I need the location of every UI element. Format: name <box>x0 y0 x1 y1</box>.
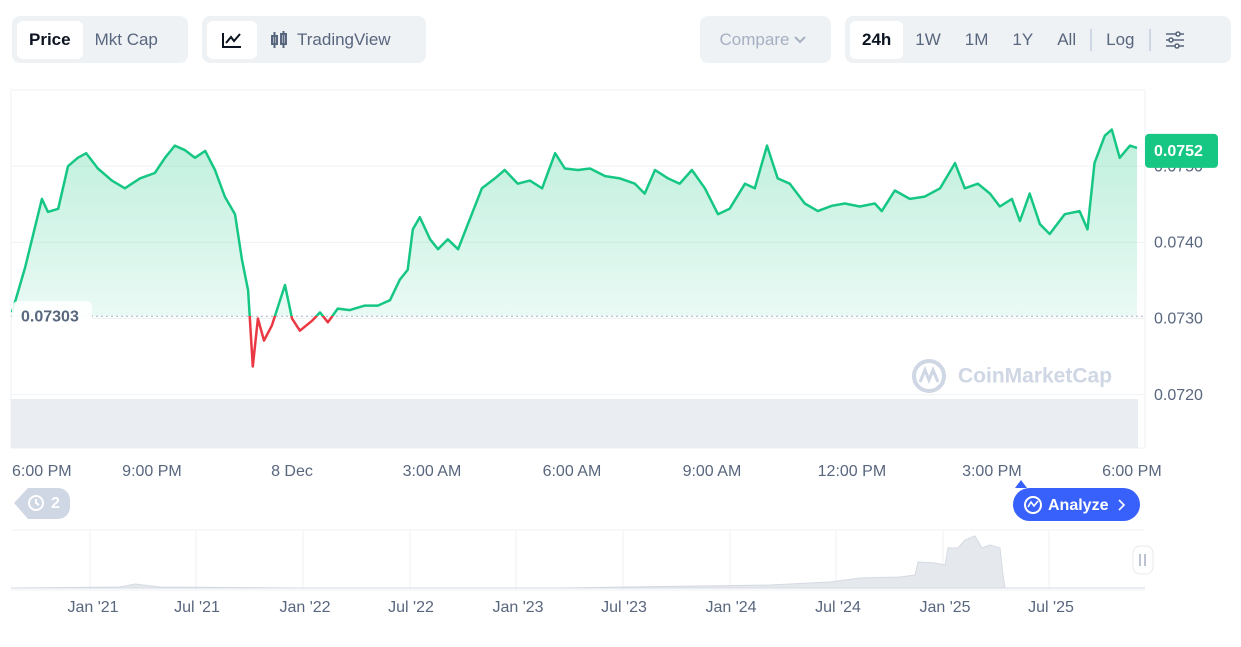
price-line <box>10 128 1138 368</box>
tab[interactable]: Price <box>17 20 83 59</box>
navigator-label: Jul '21 <box>174 599 220 616</box>
settings-icon <box>1165 30 1184 49</box>
y-tick-label: 0.0730 <box>1154 311 1203 328</box>
navigator-label: Jul '23 <box>601 599 647 616</box>
separator <box>1148 28 1151 51</box>
history-count: 2 <box>51 495 60 512</box>
navigator-label: Jul '25 <box>1028 599 1074 616</box>
x-tick-label: 3:00 PM <box>962 463 1022 480</box>
line-icon <box>222 32 241 48</box>
range[interactable]: 1M <box>964 29 989 49</box>
x-tick-label: 6:00 AM <box>543 463 602 480</box>
x-tick-label: 6:00 PM <box>1102 463 1162 480</box>
compare[interactable]: Compare <box>700 16 831 63</box>
y-tick-label: 0.0720 <box>1154 387 1203 404</box>
navigator-label: Jan '21 <box>67 599 118 616</box>
navigator-label: Jul '24 <box>815 599 861 616</box>
tab[interactable]: Mkt Cap <box>94 29 158 49</box>
x-tick-label: 8 Dec <box>271 463 313 480</box>
area <box>12 129 1137 317</box>
settings[interactable] <box>1153 21 1197 59</box>
x-tick-label: 9:00 AM <box>683 463 742 480</box>
separator <box>1090 28 1093 51</box>
range[interactable]: All <box>1057 29 1077 49</box>
reference-label: 0.07303 <box>21 308 79 325</box>
analyze-label: Analyze <box>1048 497 1109 514</box>
price-tag-label: 0.0752 <box>1154 143 1203 160</box>
navigator-label: Jan '22 <box>279 599 330 616</box>
line-mode[interactable] <box>207 20 257 59</box>
range-tabs: 24h 1W 1M 1Y All Log <box>845 16 1231 63</box>
log[interactable]: Log <box>1106 29 1135 49</box>
watermark-text: CoinMarketCap <box>958 365 1112 388</box>
volume-band <box>11 399 1138 448</box>
watermark: CoinMarketCap <box>912 359 1112 393</box>
navigator-label: Jul '22 <box>388 599 434 616</box>
x-tick-label: 3:00 AM <box>403 463 462 480</box>
navigator-label: Jan '23 <box>492 599 543 616</box>
navigator-label: Jan '24 <box>705 599 756 616</box>
candle-icon <box>271 30 287 48</box>
chevron <box>794 35 807 43</box>
x-tick-label: 9:00 PM <box>122 463 182 480</box>
range[interactable]: 24h <box>850 20 904 59</box>
price-tag <box>1145 133 1218 168</box>
tradingview[interactable]: TradingView <box>257 21 403 59</box>
x-tick-label: 6:00 PM <box>12 463 72 480</box>
x-tick-label: 12:00 PM <box>818 463 886 480</box>
chart-mode: TradingView <box>202 16 426 63</box>
price-type-tabs: Price Mkt Cap <box>12 16 188 63</box>
reference-tag <box>12 301 92 332</box>
label: TradingView <box>297 29 391 49</box>
analyze-button[interactable]: Analyze <box>1013 480 1140 521</box>
y-tick-label: 0.0740 <box>1154 235 1203 252</box>
navigator-label: Jan '25 <box>919 599 970 616</box>
label: Compare <box>719 29 790 49</box>
history-badge[interactable]: 2 <box>14 488 70 519</box>
range[interactable]: 1W <box>915 29 941 49</box>
range[interactable]: 1Y <box>1012 29 1034 49</box>
navigator <box>10 529 1154 591</box>
